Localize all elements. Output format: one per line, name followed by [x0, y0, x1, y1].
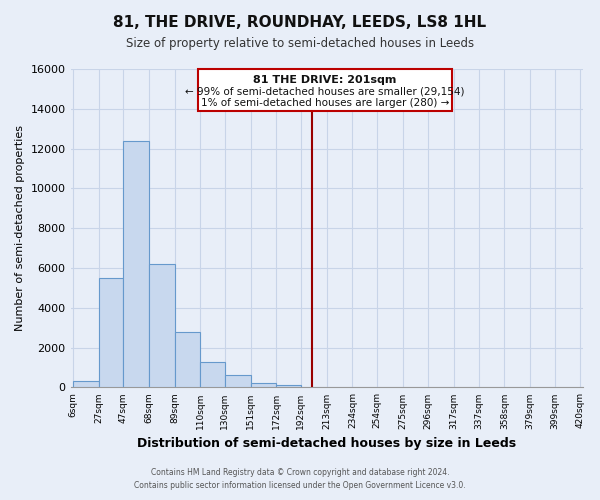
Text: 1% of semi-detached houses are larger (280) →: 1% of semi-detached houses are larger (2…	[200, 98, 449, 108]
Text: Size of property relative to semi-detached houses in Leeds: Size of property relative to semi-detach…	[126, 38, 474, 51]
Bar	[123, 140, 149, 388]
Bar	[99, 278, 123, 388]
Text: 81 THE DRIVE: 201sqm: 81 THE DRIVE: 201sqm	[253, 76, 397, 86]
Bar	[73, 382, 99, 388]
Text: ← 99% of semi-detached houses are smaller (29,154): ← 99% of semi-detached houses are smalle…	[185, 87, 464, 97]
Bar	[225, 376, 251, 388]
Bar	[149, 264, 175, 388]
Text: Contains HM Land Registry data © Crown copyright and database right 2024.
Contai: Contains HM Land Registry data © Crown c…	[134, 468, 466, 490]
Bar	[200, 362, 225, 388]
Bar	[251, 383, 277, 388]
Text: 81, THE DRIVE, ROUNDHAY, LEEDS, LS8 1HL: 81, THE DRIVE, ROUNDHAY, LEEDS, LS8 1HL	[113, 15, 487, 30]
Bar	[277, 385, 301, 388]
Bar	[175, 332, 200, 388]
X-axis label: Distribution of semi-detached houses by size in Leeds: Distribution of semi-detached houses by …	[137, 437, 516, 450]
Y-axis label: Number of semi-detached properties: Number of semi-detached properties	[15, 125, 25, 331]
Bar	[198, 69, 452, 111]
